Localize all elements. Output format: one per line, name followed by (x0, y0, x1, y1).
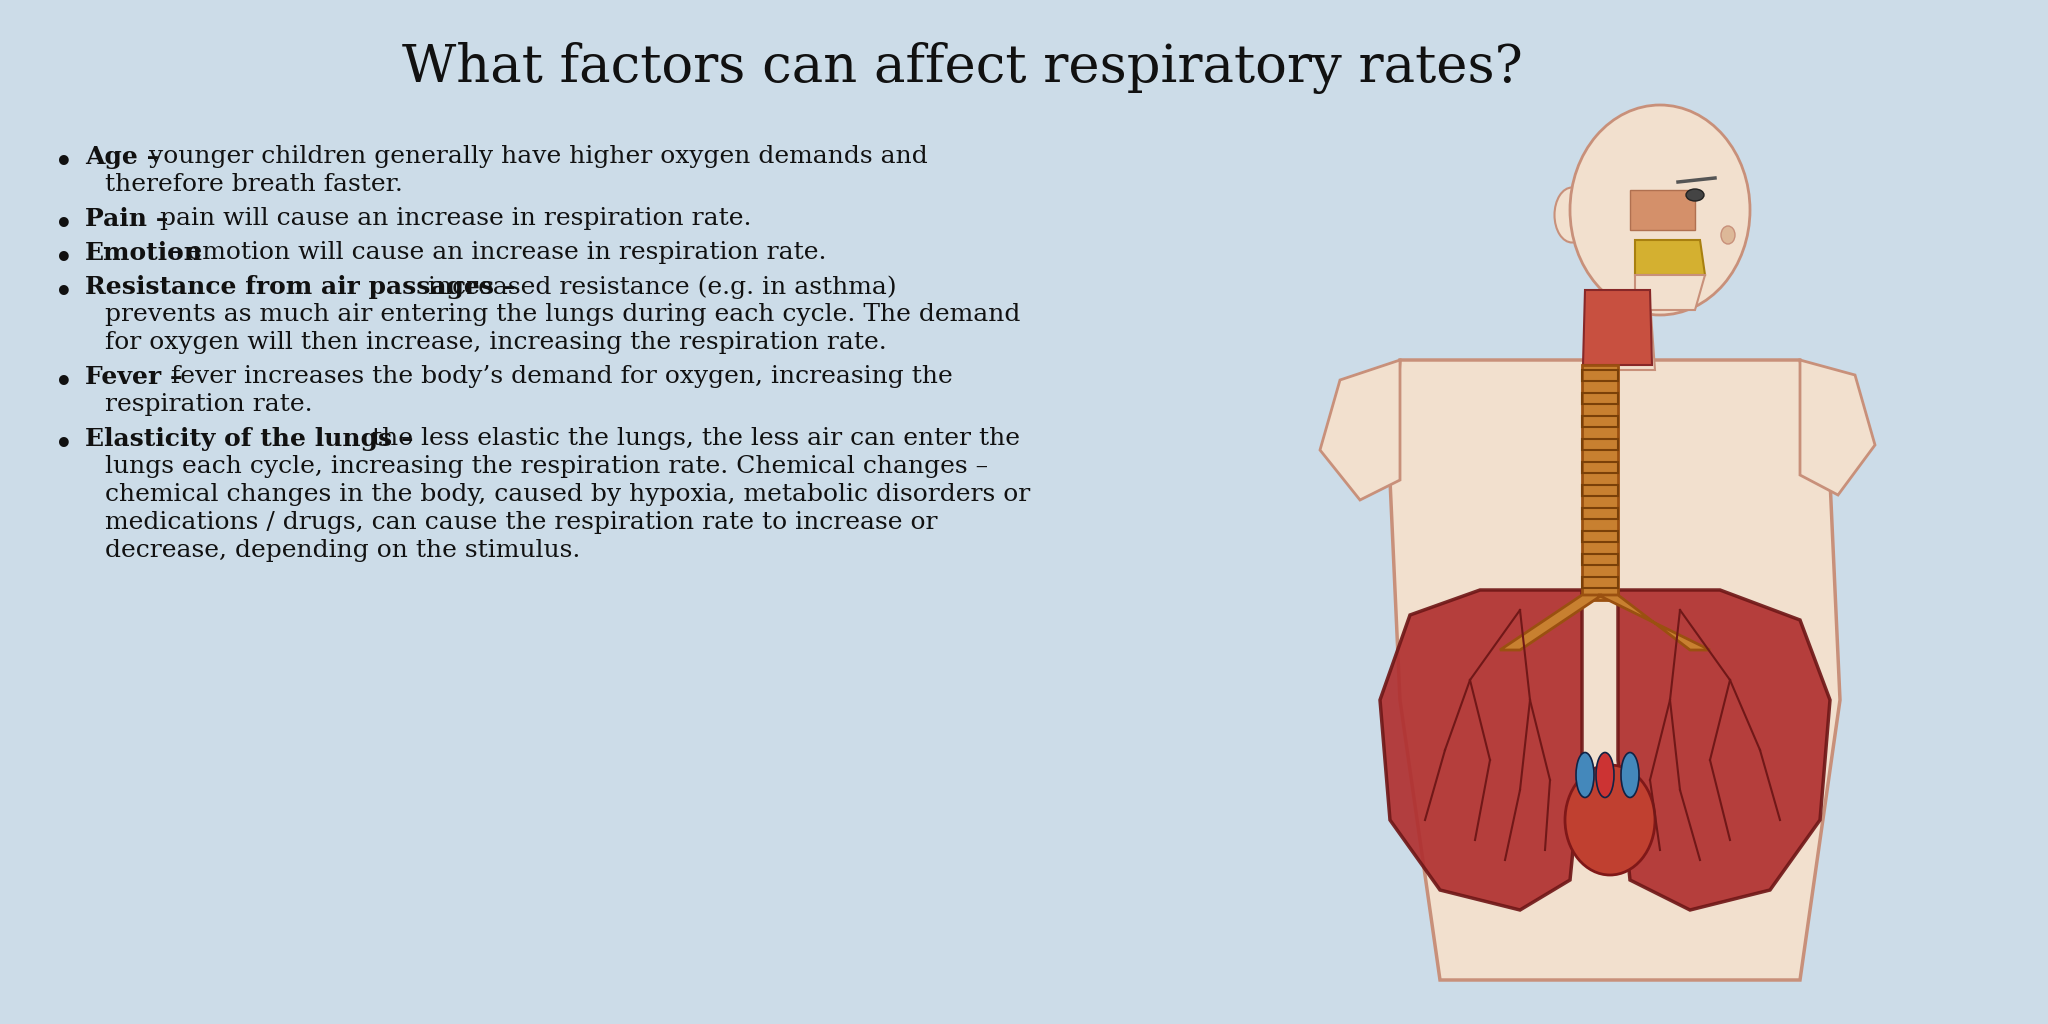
Text: prevents as much air entering the lungs during each cycle. The demand: prevents as much air entering the lungs … (104, 303, 1020, 326)
Ellipse shape (1577, 753, 1593, 798)
Text: for oxygen will then increase, increasing the respiration rate.: for oxygen will then increase, increasin… (104, 331, 887, 354)
Polygon shape (1391, 360, 1839, 980)
Text: Pain –: Pain – (86, 207, 168, 231)
Text: •: • (55, 150, 74, 176)
Ellipse shape (1571, 105, 1749, 315)
Ellipse shape (1565, 765, 1655, 874)
Polygon shape (1630, 190, 1696, 230)
Text: What factors can affect respiratory rates?: What factors can affect respiratory rate… (401, 42, 1524, 94)
Text: •: • (55, 369, 74, 396)
Ellipse shape (1720, 226, 1735, 244)
Text: Age –: Age – (86, 145, 160, 169)
Polygon shape (1585, 300, 1655, 370)
Text: the less elastic the lungs, the less air can enter the: the less elastic the lungs, the less air… (365, 427, 1020, 450)
Polygon shape (1800, 360, 1876, 495)
Text: lungs each cycle, increasing the respiration rate. Chemical changes –: lungs each cycle, increasing the respira… (104, 455, 987, 478)
Polygon shape (1380, 590, 1581, 910)
Polygon shape (1597, 595, 1710, 650)
Text: increased resistance (e.g. in asthma): increased resistance (e.g. in asthma) (420, 275, 897, 299)
Text: Elasticity of the lungs –: Elasticity of the lungs – (86, 427, 414, 451)
Text: Resistance from air passages –: Resistance from air passages – (86, 275, 516, 299)
Text: therefore breath faster.: therefore breath faster. (104, 173, 403, 196)
Text: younger children generally have higher oxygen demands and: younger children generally have higher o… (141, 145, 928, 168)
Ellipse shape (1686, 189, 1704, 201)
Text: pain will cause an increase in respiration rate.: pain will cause an increase in respirati… (152, 207, 752, 230)
Polygon shape (1499, 595, 1602, 650)
Polygon shape (1583, 290, 1653, 365)
Text: medications / drugs, can cause the respiration rate to increase or: medications / drugs, can cause the respi… (104, 511, 938, 534)
Text: •: • (55, 245, 74, 272)
Text: - emotion will cause an increase in respiration rate.: - emotion will cause an increase in resp… (164, 241, 827, 264)
Text: respiration rate.: respiration rate. (104, 393, 313, 416)
Ellipse shape (1554, 187, 1589, 243)
Text: chemical changes in the body, caused by hypoxia, metabolic disorders or: chemical changes in the body, caused by … (104, 483, 1030, 506)
Ellipse shape (1595, 753, 1614, 798)
Text: •: • (55, 431, 74, 458)
Polygon shape (1321, 360, 1401, 500)
Polygon shape (1634, 275, 1706, 310)
Ellipse shape (1622, 753, 1638, 798)
Polygon shape (1618, 590, 1831, 910)
Text: •: • (55, 211, 74, 238)
Text: decrease, depending on the stimulus.: decrease, depending on the stimulus. (104, 539, 580, 562)
Text: •: • (55, 279, 74, 306)
Text: Emotion: Emotion (86, 241, 203, 265)
Text: fever increases the body’s demand for oxygen, increasing the: fever increases the body’s demand for ox… (164, 365, 952, 388)
Text: Fever –: Fever – (86, 365, 182, 389)
Polygon shape (1634, 240, 1706, 275)
Polygon shape (1581, 365, 1618, 600)
